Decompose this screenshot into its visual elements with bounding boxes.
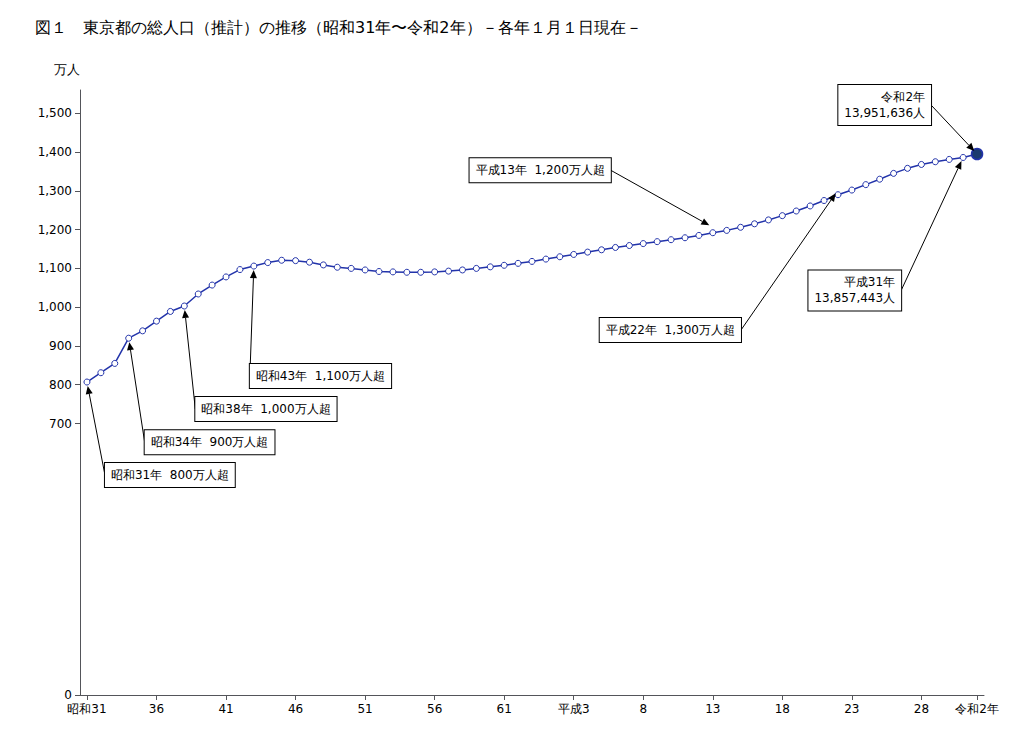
svg-text:1,500: 1,500 xyxy=(38,106,72,120)
svg-text:昭和38年 1,000万人超: 昭和38年 1,000万人超 xyxy=(201,402,330,416)
svg-text:1,100: 1,100 xyxy=(38,261,72,275)
svg-text:700: 700 xyxy=(49,417,72,431)
svg-text:昭和34年 900万人超: 昭和34年 900万人超 xyxy=(151,435,269,449)
svg-text:令和2年: 令和2年 xyxy=(955,702,999,716)
svg-text:900: 900 xyxy=(49,339,72,353)
svg-text:1,200: 1,200 xyxy=(38,223,72,237)
svg-text:51: 51 xyxy=(357,702,372,716)
svg-text:46: 46 xyxy=(288,702,303,716)
svg-text:図１ 東京都の総人口（推計）の推移（昭和31年〜令和2年）－: 図１ 東京都の総人口（推計）の推移（昭和31年〜令和2年）－各年１月１日現在－ xyxy=(35,18,642,37)
svg-text:13: 13 xyxy=(705,702,720,716)
svg-text:36: 36 xyxy=(149,702,164,716)
svg-text:1,300: 1,300 xyxy=(38,184,72,198)
svg-text:23: 23 xyxy=(844,702,859,716)
svg-text:61: 61 xyxy=(497,702,512,716)
svg-text:8: 8 xyxy=(639,702,647,716)
svg-text:800: 800 xyxy=(49,378,72,392)
svg-text:13,857,443人: 13,857,443人 xyxy=(814,291,895,305)
svg-text:1,400: 1,400 xyxy=(38,145,72,159)
svg-text:13,951,636人: 13,951,636人 xyxy=(844,106,925,120)
svg-text:万人: 万人 xyxy=(54,62,80,77)
svg-text:1,000: 1,000 xyxy=(38,300,72,314)
svg-text:平成22年 1,300万人超: 平成22年 1,300万人超 xyxy=(606,323,735,337)
svg-text:18: 18 xyxy=(775,702,790,716)
svg-text:41: 41 xyxy=(218,702,233,716)
svg-text:昭和43年 1,100万人超: 昭和43年 1,100万人超 xyxy=(256,369,385,383)
svg-text:平成13年 1,200万人超: 平成13年 1,200万人超 xyxy=(476,163,605,177)
svg-text:28: 28 xyxy=(914,702,929,716)
svg-text:令和2年: 令和2年 xyxy=(881,90,925,104)
svg-text:56: 56 xyxy=(427,702,442,716)
svg-text:平成31年: 平成31年 xyxy=(844,275,895,289)
svg-text:平成3: 平成3 xyxy=(558,702,590,716)
svg-text:0: 0 xyxy=(64,688,72,702)
svg-text:昭和31年 800万人超: 昭和31年 800万人超 xyxy=(111,468,229,482)
svg-text:昭和31: 昭和31 xyxy=(67,702,106,716)
